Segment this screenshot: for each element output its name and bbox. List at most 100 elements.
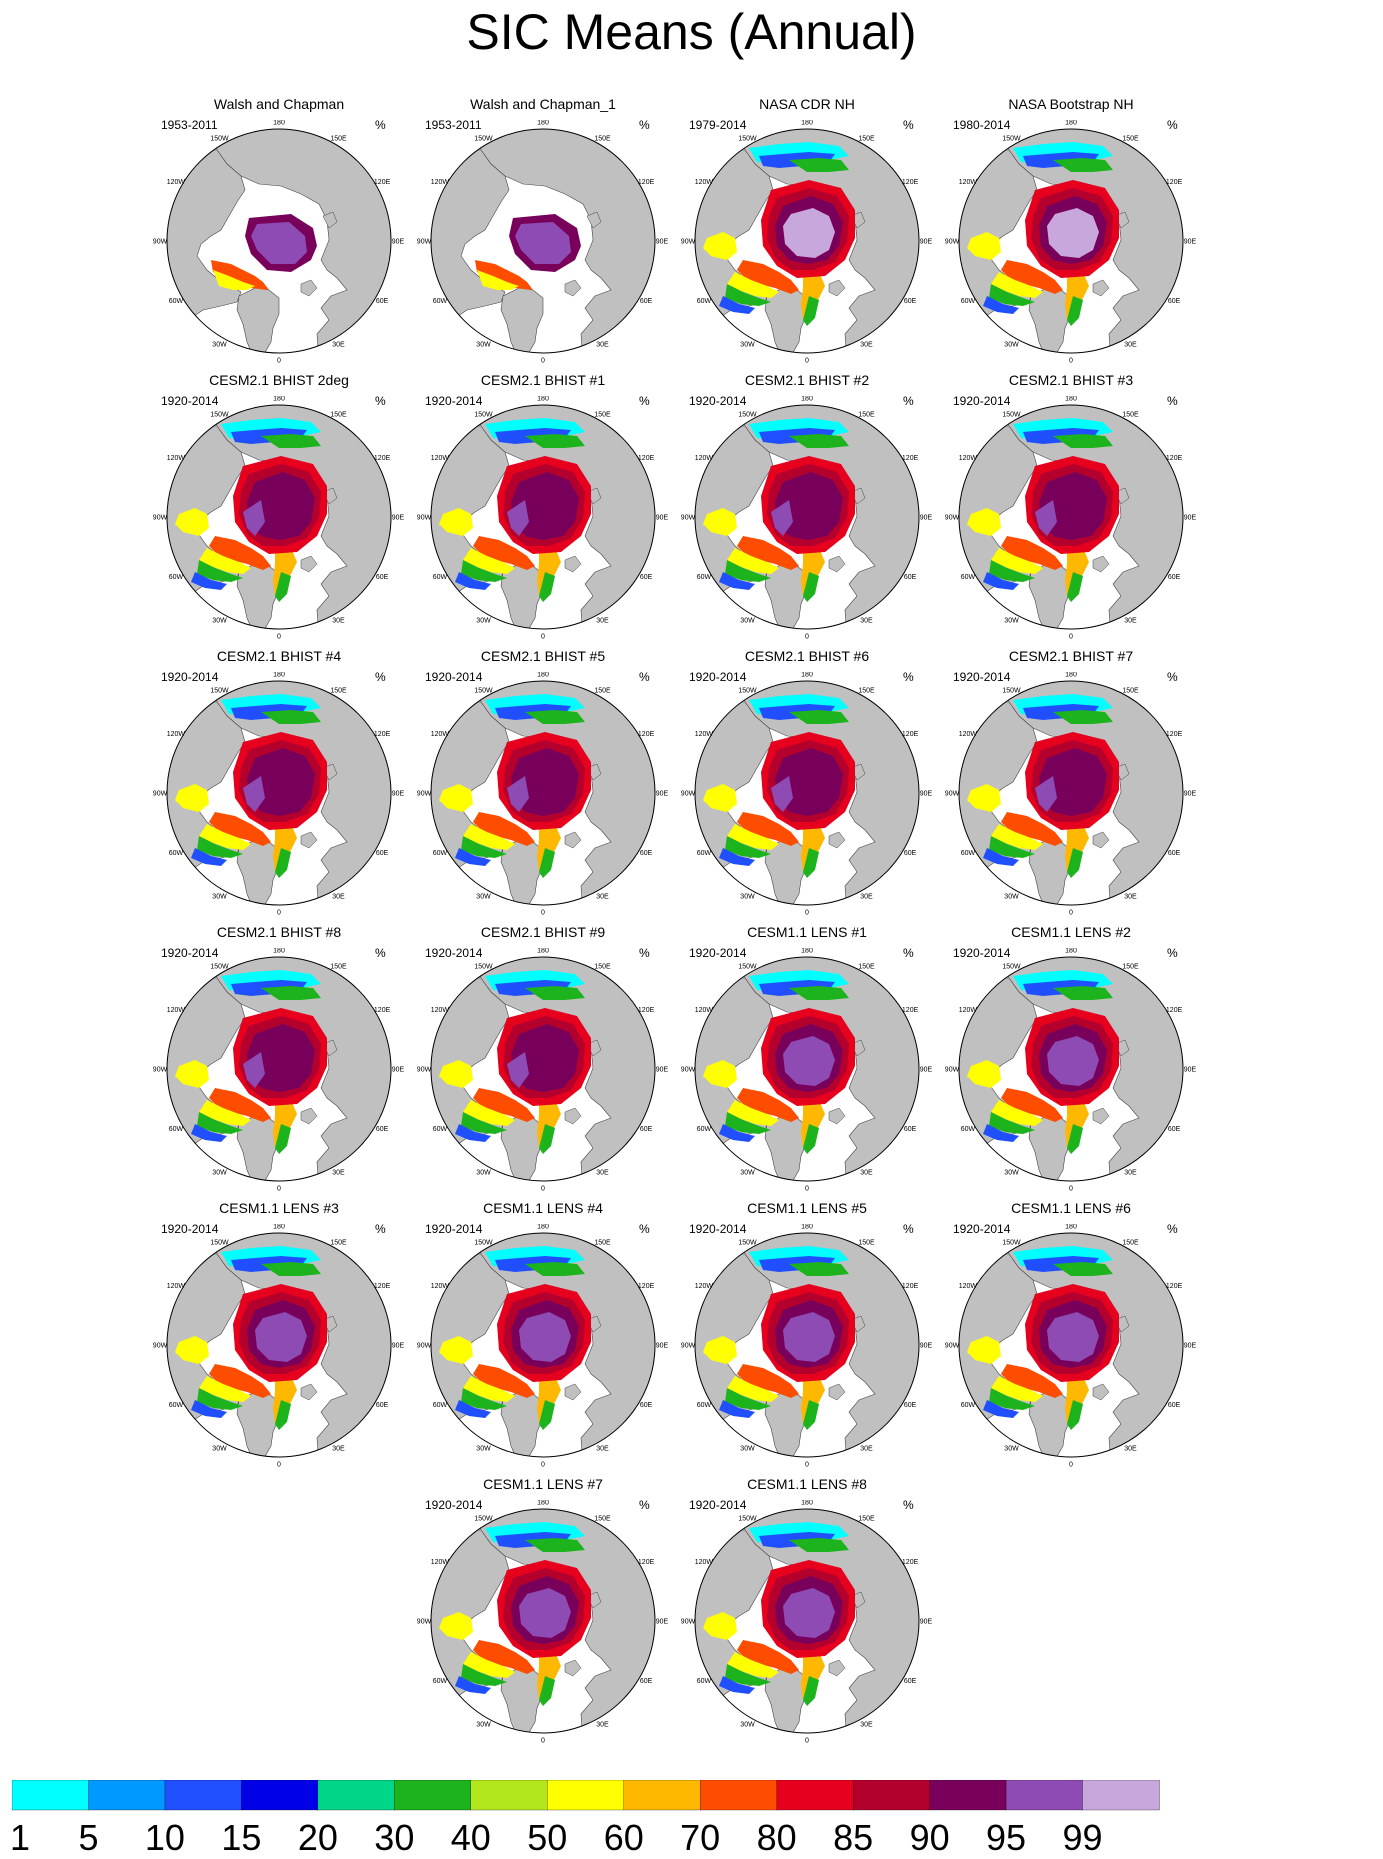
longitude-label: 0: [805, 1462, 809, 1469]
polar-map: 180 150E 120E 90E 60E 30E 0 30W 60W 90W 120W 150W: [417, 1500, 669, 1745]
panel-title: CESM2.1 BHIST #8: [216, 924, 342, 940]
longitude-label: 30E: [596, 618, 609, 625]
ice-band-green: [525, 1262, 585, 1276]
map-panel: CESM2.1 BHIST #6 1920-2014% 180 150E 120E 90E…: [679, 648, 935, 917]
panel-title: CESM1.1 LENS #4: [483, 1200, 603, 1216]
longitude-label: 180: [537, 1224, 549, 1231]
longitude-label: 150E: [1122, 411, 1139, 418]
longitude-label: 30E: [332, 342, 345, 349]
ice-band-purple: [515, 222, 571, 264]
longitude-label: 90W: [681, 1619, 696, 1626]
panel-units: %: [639, 394, 650, 408]
polar-map: 180 150E 120E 90E 60E 30E 0 30W 60W 90W 120W 150W: [945, 120, 1197, 365]
colorbar-swatch: [88, 1780, 166, 1811]
panel-title: CESM1.1 LENS #1: [747, 924, 867, 940]
figure-title: SIC Means (Annual): [466, 4, 917, 60]
longitude-label: 90W: [153, 239, 168, 246]
map-boundary: [430, 1232, 656, 1458]
longitude-label: 120W: [959, 731, 978, 738]
longitude-label: 150W: [474, 963, 493, 970]
ice-band-yellow: [991, 1376, 1043, 1402]
longitude-label: 0: [277, 910, 281, 917]
panel-title: CESM2.1 BHIST #2: [744, 372, 870, 388]
longitude-label: 30E: [1124, 1170, 1137, 1177]
ice-band-green: [789, 434, 849, 448]
ice-band-blue: [983, 1400, 1019, 1418]
polar-map: 180 150E 120E 90E 60E 30E 0 30W 60W 90W 120W 150W: [681, 948, 933, 1193]
panel-units: %: [639, 1498, 650, 1512]
longitude-label: 150E: [858, 1239, 875, 1246]
map-boundary: [694, 1232, 920, 1458]
longitude-label: 30W: [476, 894, 491, 901]
map-panel: CESM1.1 LENS #6 1920-2014% 180 150E 120E 90E 6…: [943, 1200, 1199, 1469]
map-boundary: [430, 128, 656, 354]
longitude-label: 60W: [697, 850, 712, 857]
longitude-label: 90E: [920, 1343, 933, 1350]
map-content: [431, 681, 655, 905]
panel-years: 1920-2014: [953, 1222, 1011, 1236]
longitude-label: 30E: [1124, 894, 1137, 901]
colorbar-tick-label: 10: [144, 1817, 185, 1858]
longitude-label: 90E: [656, 1343, 669, 1350]
longitude-label: 120W: [695, 1007, 714, 1014]
ice-band-green-east: [539, 1124, 555, 1154]
longitude-label: 90W: [153, 1067, 168, 1074]
longitude-label: 60E: [376, 850, 389, 857]
longitude-label: 0: [277, 634, 281, 641]
ice-band-green: [1053, 710, 1113, 724]
colorbar-swatch: [929, 1780, 1007, 1811]
panel-title: CESM2.1 BHIST #7: [1008, 648, 1134, 664]
ice-band-core: [783, 1312, 835, 1362]
longitude-label: 180: [1065, 120, 1077, 127]
panel-years: 1920-2014: [425, 946, 483, 960]
ice-band-yellow-hudson: [703, 1060, 737, 1088]
polar-map: 180 150E 120E 90E 60E 30E 0 30W 60W 90W 120W 150W: [945, 672, 1197, 917]
longitude-label: 150E: [1122, 135, 1139, 142]
ice-band-yellow: [199, 1100, 251, 1126]
longitude-label: 0: [541, 910, 545, 917]
ice-band-green: [725, 1112, 771, 1134]
map-panel: CESM1.1 LENS #7 1920-2014% 180 150E 120E 90E 6…: [415, 1476, 671, 1745]
longitude-label: 180: [801, 948, 813, 955]
colorbar-tick-label: 5: [78, 1817, 99, 1858]
longitude-label: 180: [801, 672, 813, 679]
longitude-label: 30W: [476, 1722, 491, 1729]
map-content: [959, 957, 1183, 1181]
panel-title: Walsh and Chapman: [213, 96, 345, 112]
panel-years: 1920-2014: [425, 394, 483, 408]
land-svalbard: [564, 1659, 582, 1677]
polar-map: 180 150E 120E 90E 60E 30E 0 30W 60W 90W 120W 150W: [945, 948, 1197, 1193]
ice-band-yellow-hudson: [703, 1612, 737, 1640]
land-svalbard: [828, 279, 846, 297]
longitude-label: 60E: [904, 574, 917, 581]
longitude-label: 60E: [376, 1402, 389, 1409]
ice-band-yellow-hudson: [175, 1336, 209, 1364]
land-svalbard: [1092, 279, 1110, 297]
ice-band-green-east: [275, 572, 291, 602]
longitude-label: 120W: [695, 731, 714, 738]
polar-map: 180 150E 120E 90E 60E 30E 0 30W 60W 90W 120W 150W: [417, 120, 669, 365]
map-panel: CESM2.1 BHIST 2deg 1920-2014% 180 150E 120E 9…: [151, 372, 407, 641]
ice-band-purple-patch: [507, 776, 529, 812]
land-svalbard: [564, 1107, 582, 1125]
longitude-label: 90E: [392, 791, 405, 798]
map-panel: CESM2.1 BHIST #5 1920-2014% 180 150E 120E 90E…: [415, 648, 671, 917]
ice-band-blue: [455, 1676, 491, 1694]
longitude-label: 60W: [961, 574, 976, 581]
ice-band-green-east: [539, 848, 555, 878]
ice-band-yellow-hudson: [967, 784, 1001, 812]
longitude-label: 60W: [433, 1126, 448, 1133]
longitude-label: 90E: [920, 1067, 933, 1074]
ice-band-yellow-hudson: [703, 232, 737, 260]
ice-band-yellow-hudson: [703, 1336, 737, 1364]
map-panel: CESM1.1 LENS #5 1920-2014% 180 150E 120E 90E 6…: [679, 1200, 935, 1469]
ice-band-yellow: [727, 272, 779, 298]
map-panel: CESM2.1 BHIST #2 1920-2014% 180 150E 120E 90E…: [679, 372, 935, 641]
map-content: [431, 1509, 655, 1733]
longitude-label: 120W: [959, 455, 978, 462]
longitude-label: 150W: [738, 1515, 757, 1522]
longitude-label: 120E: [902, 179, 919, 186]
polar-map: 180 150E 120E 90E 60E 30E 0 30W 60W 90W 120W 150W: [417, 396, 669, 641]
colorbar-swatch: [164, 1780, 243, 1811]
polar-map: 180 150E 120E 90E 60E 30E 0 30W 60W 90W 120W 150W: [153, 672, 405, 917]
